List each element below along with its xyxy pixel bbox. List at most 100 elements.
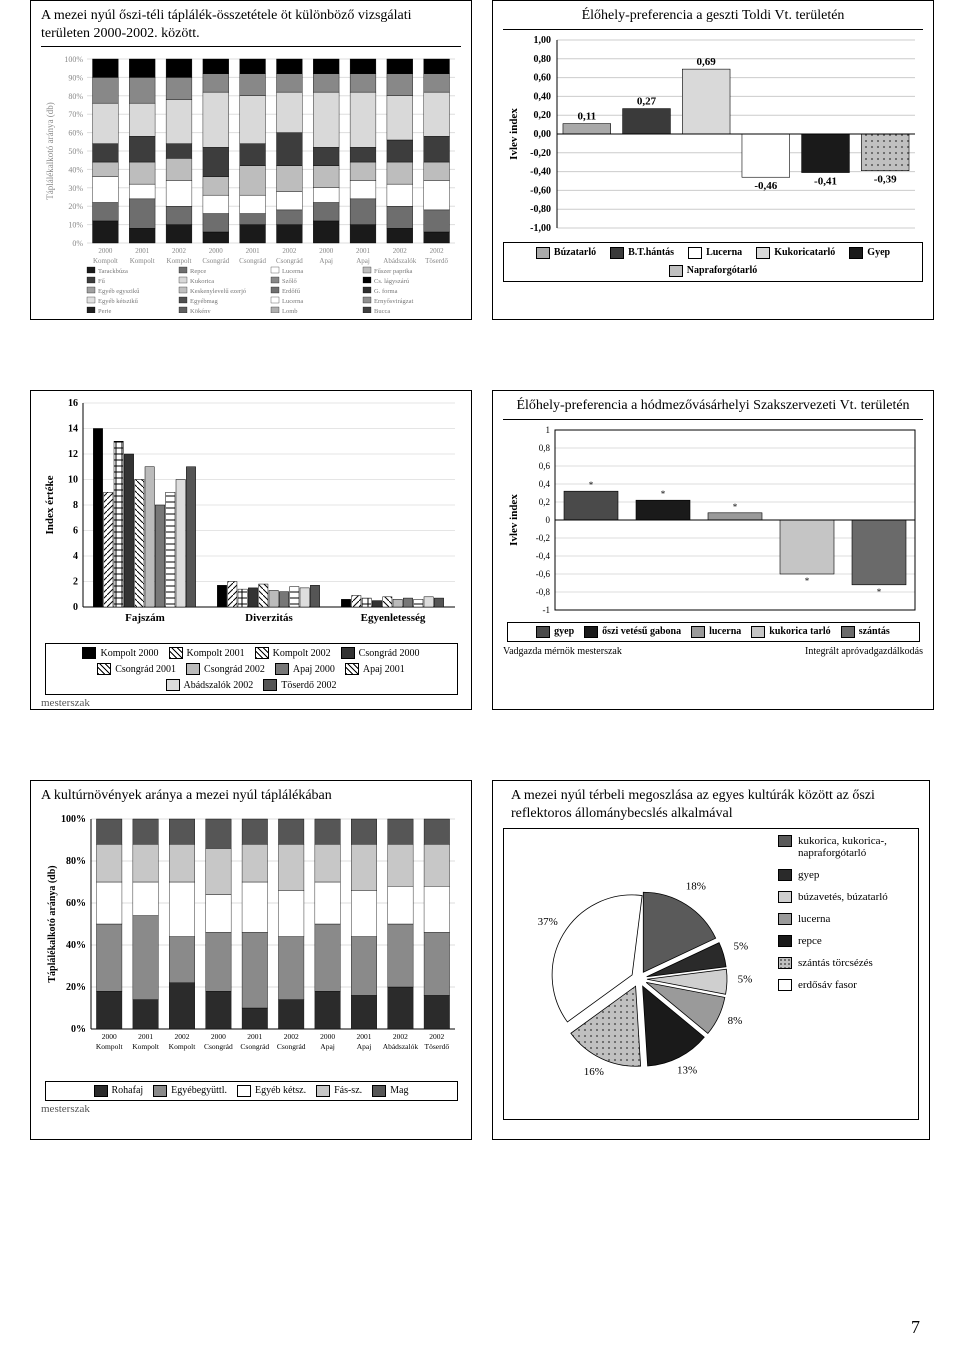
svg-text:2000: 2000 bbox=[98, 247, 113, 255]
svg-text:8: 8 bbox=[73, 500, 78, 511]
legend-item: erdősáv fasor bbox=[778, 979, 914, 991]
svg-text:0%: 0% bbox=[71, 1024, 86, 1035]
legend-item: szántás törcsézés bbox=[778, 957, 914, 969]
svg-text:0,8: 0,8 bbox=[539, 443, 551, 453]
svg-text:2002: 2002 bbox=[430, 247, 445, 255]
svg-text:Apaj: Apaj bbox=[319, 257, 333, 265]
legend-item: Kompolt 2000 bbox=[82, 647, 158, 659]
svg-text:Egyéb kétszikű: Egyéb kétszikű bbox=[98, 298, 139, 305]
svg-text:16%: 16% bbox=[584, 1066, 604, 1078]
svg-text:50%: 50% bbox=[68, 147, 83, 156]
svg-text:Kukorica: Kukorica bbox=[190, 278, 214, 285]
legend-item: búzavetés, búzatarló bbox=[778, 891, 914, 903]
svg-text:Csongrád: Csongrád bbox=[276, 257, 303, 265]
svg-text:-0,4: -0,4 bbox=[536, 551, 551, 561]
svg-text:0,6: 0,6 bbox=[539, 461, 551, 471]
svg-text:14: 14 bbox=[68, 424, 78, 435]
p3-chart: 0246810121416Index értékeFajszámDiverzit… bbox=[41, 397, 461, 637]
svg-text:100%: 100% bbox=[61, 815, 86, 825]
svg-text:Csongrád: Csongrád bbox=[239, 257, 266, 265]
legend-item: kukorica tarló bbox=[751, 626, 830, 638]
svg-text:0,4: 0,4 bbox=[539, 479, 551, 489]
legend-item: Lucerna bbox=[688, 247, 742, 259]
svg-text:30%: 30% bbox=[68, 184, 83, 193]
svg-text:80%: 80% bbox=[66, 856, 86, 867]
svg-text:2000: 2000 bbox=[102, 1032, 117, 1041]
p3-caption: mesterszak bbox=[41, 697, 461, 709]
svg-text:Erdőfű: Erdőfű bbox=[282, 288, 301, 295]
svg-text:8%: 8% bbox=[728, 1015, 743, 1027]
svg-text:4: 4 bbox=[73, 551, 78, 562]
svg-text:Töserdő: Töserdő bbox=[425, 1042, 450, 1051]
svg-text:Egyenletesség: Egyenletesség bbox=[361, 612, 426, 624]
row-3: A kultúrnövények aránya a mezei nyúl táp… bbox=[30, 780, 930, 1140]
svg-text:2001: 2001 bbox=[135, 247, 150, 255]
svg-text:*: * bbox=[877, 586, 882, 596]
svg-text:2002: 2002 bbox=[429, 1032, 444, 1041]
svg-text:2001: 2001 bbox=[247, 1032, 262, 1041]
legend-item: Kompolt 2001 bbox=[169, 647, 245, 659]
svg-text:0,27: 0,27 bbox=[637, 95, 657, 107]
svg-text:Fajszám: Fajszám bbox=[125, 612, 165, 624]
svg-text:Keskenylevelű ezerjó: Keskenylevelű ezerjó bbox=[190, 288, 246, 295]
svg-text:Perje: Perje bbox=[98, 308, 111, 313]
svg-text:2002: 2002 bbox=[282, 247, 297, 255]
svg-text:2: 2 bbox=[73, 577, 78, 588]
svg-text:Bucca: Bucca bbox=[374, 308, 390, 313]
p4-chart: -1-0,8-0,6-0,4-0,200,20,40,60,81Ivlev in… bbox=[503, 426, 923, 616]
svg-text:0,40: 0,40 bbox=[534, 91, 552, 102]
svg-text:2000: 2000 bbox=[320, 1032, 335, 1041]
panel-p1: A mezei nyúl őszi-téli táplálék-összetét… bbox=[30, 0, 472, 320]
p6-title: A mezei nyúl térbeli megoszlása az egyes… bbox=[503, 787, 919, 828]
svg-text:Lomb: Lomb bbox=[282, 308, 298, 313]
legend-item: őszi vetésű gabona bbox=[584, 626, 681, 638]
svg-text:100%: 100% bbox=[64, 55, 83, 64]
svg-text:Csongrád: Csongrád bbox=[240, 1042, 269, 1051]
legend-item: Csongrád 2001 bbox=[97, 663, 176, 675]
svg-text:2001: 2001 bbox=[357, 1032, 372, 1041]
p2-title: Élőhely-preferencia a geszti Toldi Vt. t… bbox=[503, 7, 923, 30]
svg-text:0,80: 0,80 bbox=[534, 53, 552, 64]
svg-text:2002: 2002 bbox=[172, 247, 187, 255]
page: A mezei nyúl őszi-téli táplálék-összetét… bbox=[0, 0, 960, 1362]
legend-item: lucerna bbox=[691, 626, 741, 638]
svg-text:Táplálékalkotó aránya (db): Táplálékalkotó aránya (db) bbox=[45, 102, 55, 199]
p4-legend: gyepőszi vetésű gabonalucernakukorica ta… bbox=[507, 622, 920, 642]
p3-body: 0246810121416Index értékeFajszámDiverzit… bbox=[41, 397, 461, 697]
svg-text:2000: 2000 bbox=[211, 1032, 226, 1041]
svg-text:Ivlev index: Ivlev index bbox=[508, 493, 520, 545]
svg-text:20%: 20% bbox=[66, 982, 86, 993]
legend-item: Egyéb kétsz. bbox=[237, 1085, 306, 1097]
p5-chart: 0%20%40%60%80%100%Táplálékalkotó aránya … bbox=[41, 815, 461, 1075]
p6-pie: 18%5%5%8%13%16%37% bbox=[504, 829, 774, 1109]
svg-text:Töserdő: Töserdő bbox=[425, 257, 448, 265]
legend-item: Kompolt 2002 bbox=[255, 647, 331, 659]
svg-text:Csongrád: Csongrád bbox=[277, 1042, 306, 1051]
svg-text:1,00: 1,00 bbox=[534, 36, 552, 46]
svg-text:*: * bbox=[733, 501, 738, 511]
svg-text:-0,8: -0,8 bbox=[536, 587, 551, 597]
p2-body: -1,00-0,80-0,60-0,40-0,200,000,200,400,6… bbox=[503, 36, 923, 266]
svg-text:Tarackbúza: Tarackbúza bbox=[98, 268, 128, 275]
svg-text:0,11: 0,11 bbox=[578, 110, 597, 122]
legend-item: szántás bbox=[841, 626, 890, 638]
page-number: 7 bbox=[911, 1317, 920, 1338]
svg-text:Apaj: Apaj bbox=[357, 1042, 372, 1051]
svg-text:Abádszalók: Abádszalók bbox=[383, 257, 417, 265]
svg-text:1: 1 bbox=[546, 426, 551, 435]
svg-text:18%: 18% bbox=[686, 881, 706, 893]
svg-text:Egyéb egyszikű: Egyéb egyszikű bbox=[98, 288, 140, 295]
svg-text:Csongrád: Csongrád bbox=[204, 1042, 233, 1051]
svg-text:Ernyősvirágzat: Ernyősvirágzat bbox=[374, 298, 414, 305]
svg-text:*: * bbox=[661, 489, 666, 499]
legend-item: Töserdő 2002 bbox=[263, 679, 336, 691]
svg-text:0,60: 0,60 bbox=[534, 72, 552, 83]
svg-text:Diverzitás: Diverzitás bbox=[245, 612, 293, 624]
p5-caption: mesterszak bbox=[41, 1103, 461, 1115]
svg-text:70%: 70% bbox=[68, 110, 83, 119]
svg-text:-0,46: -0,46 bbox=[754, 180, 777, 192]
svg-text:-0,41: -0,41 bbox=[814, 175, 837, 187]
svg-text:Kompolt: Kompolt bbox=[169, 1042, 197, 1051]
p1-chart: 0%10%20%30%40%50%60%70%80%90%100%Táplálé… bbox=[41, 53, 461, 313]
svg-text:Kompolt: Kompolt bbox=[132, 1042, 160, 1051]
